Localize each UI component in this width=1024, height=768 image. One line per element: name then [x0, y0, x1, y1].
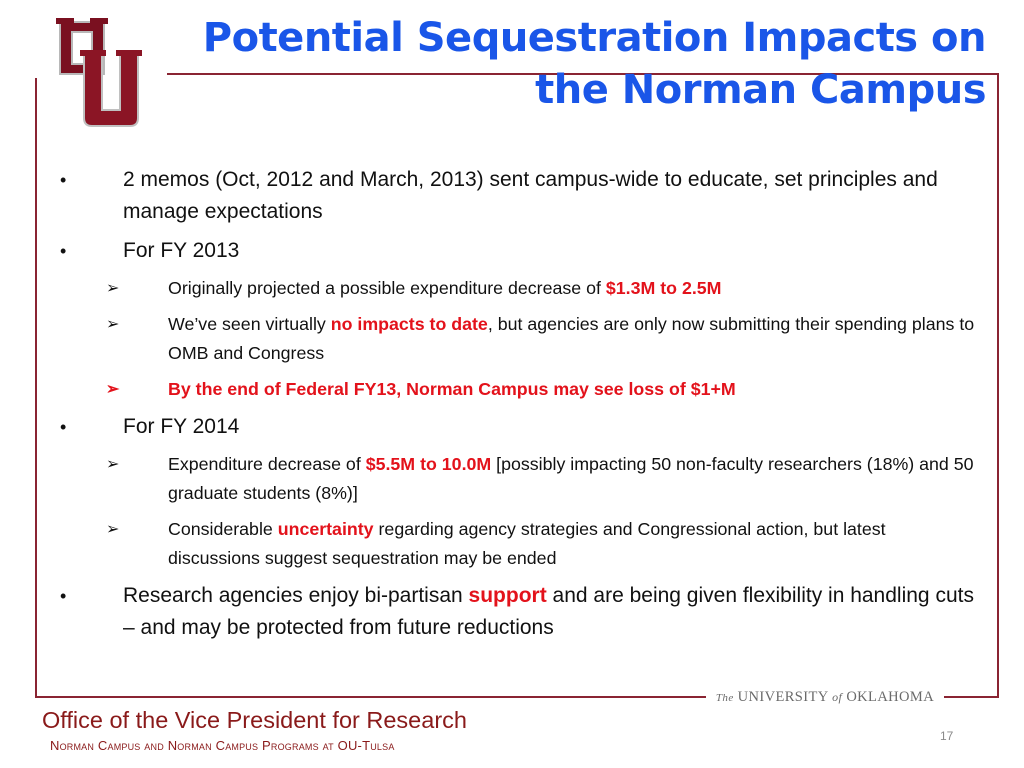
bullet-text: regarding agency strategies and Congress…: [168, 519, 886, 568]
bullet-dot: •: [60, 417, 67, 437]
sub-bullet-item: ➢ Originally projected a possible expend…: [60, 274, 980, 303]
sub-bullet-item: ➢ Considerable uncertainty regarding age…: [60, 515, 980, 573]
sub-bullet-item: ➢ By the end of Federal FY13, Norman Cam…: [60, 375, 980, 404]
sub-bullet-item: ➢ We’ve seen virtually no impacts to dat…: [60, 310, 980, 368]
highlight-text: no impacts to date: [330, 314, 488, 334]
bullet-item: • Research agencies enjoy bi-partisan su…: [60, 580, 980, 644]
bullet-item: • For FY 2014: [60, 411, 980, 443]
bullet-text: We’ve seen virtually: [168, 314, 331, 334]
bullet-dot: •: [60, 241, 67, 261]
bullet-text: , but agencies are only now submitting t…: [168, 314, 975, 363]
bullet-text: and are being given flexibility in handl…: [123, 584, 974, 639]
bullet-text: For FY 2014: [123, 415, 240, 438]
ou-logo-icon: [56, 18, 142, 127]
sub-bullet-item: ➢ Expenditure decrease of $5.5M to 10.0M…: [60, 450, 980, 508]
slide-title: Potential Sequestration Impacts on the N…: [202, 15, 987, 113]
arrow-bullet-icon: ➢: [106, 316, 120, 333]
bullet-text: Research agencies enjoy bi-partisan: [123, 584, 469, 607]
footer-subtitle: Norman Campus and Norman Campus Programs…: [50, 738, 395, 753]
highlight-text: $5.5M to 10.0M: [365, 454, 492, 474]
bullet-text: Originally projected a possible expendit…: [168, 278, 606, 298]
bullet-item: • 2 memos (Oct, 2012 and March, 2013) se…: [60, 164, 980, 228]
bullet-item: • For FY 2013: [60, 235, 980, 267]
banner-university: UNIVERSITY: [737, 689, 829, 705]
highlight-text: support: [468, 584, 547, 607]
highlight-text: uncertainty: [277, 519, 374, 539]
banner-the: The: [715, 692, 734, 704]
bullet-text: For FY 2013: [123, 239, 240, 262]
bullet-dot: •: [60, 170, 67, 190]
bullet-text: [possibly impacting 50 non-faculty resea…: [168, 454, 974, 503]
arrow-bullet-icon: ➢: [106, 280, 120, 297]
arrow-bullet-icon: ➢: [106, 456, 120, 473]
footer-title: Office of the Vice President for Researc…: [42, 707, 467, 733]
university-banner: The UNIVERSITY of OKLAHOMA: [700, 689, 950, 706]
slide-frame: [35, 73, 999, 698]
bullet-dot: •: [60, 586, 67, 606]
arrow-bullet-icon: ➢: [106, 521, 120, 538]
bullet-list: • 2 memos (Oct, 2012 and March, 2013) se…: [60, 164, 980, 651]
bullet-text: Considerable: [168, 519, 278, 539]
bullet-text: Expenditure decrease of: [168, 454, 366, 474]
banner-state: OKLAHOMA: [846, 689, 935, 705]
page-number: 17: [940, 729, 954, 743]
highlight-text: $1.3M to 2.5M: [605, 278, 722, 298]
bullet-text: 2 memos (Oct, 2012 and March, 2013) sent…: [123, 168, 938, 223]
frame-gap: [706, 693, 944, 703]
banner-of: of: [832, 690, 843, 704]
bullet-text: By the end of Federal FY13, Norman Campu…: [168, 379, 736, 399]
arrow-bullet-icon: ➢: [106, 381, 120, 398]
